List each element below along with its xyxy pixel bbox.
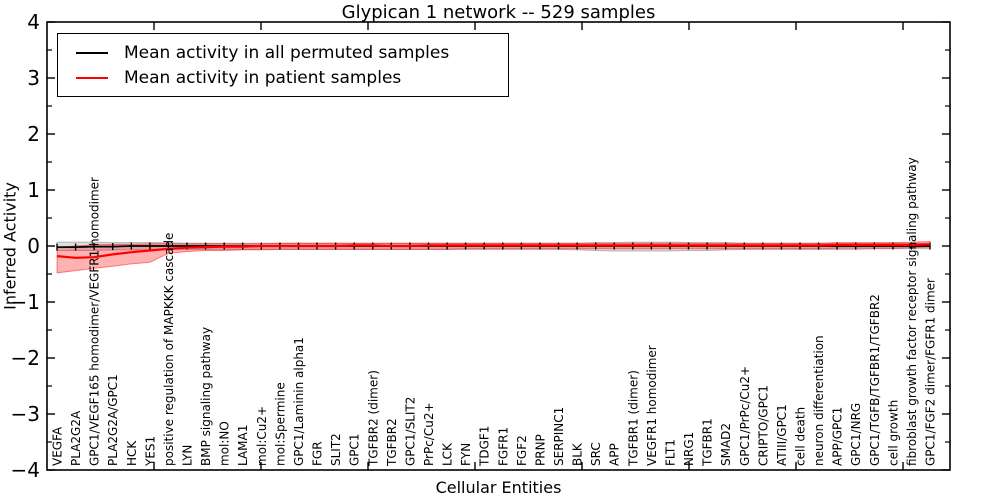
x-tick-label: positive regulation of MAPKKK cascade <box>162 233 176 466</box>
x-tick-label: GPC1/VEGF165 homodimer/VEGFR1 homodimer <box>88 177 102 466</box>
x-tick-label: FLT1 <box>664 439 678 466</box>
x-tick-label: VEGFR1 homodimer <box>645 345 659 466</box>
x-tick-label: FGFR1 <box>496 427 510 466</box>
y-tick-label: −4 <box>11 458 40 482</box>
x-tick-label: PrPc/Cu2+ <box>422 402 436 466</box>
x-tick-label: TGFBR2 <box>385 418 399 467</box>
x-tick-label: SERPINC1 <box>552 407 566 466</box>
x-tick-label: LCK <box>441 442 455 466</box>
x-tick-label: GPC1/SLIT2 <box>403 397 417 466</box>
x-tick-label: LYN <box>181 445 195 466</box>
x-tick-label: mol:NO <box>218 421 232 466</box>
x-tick-label: neuron differentiation <box>812 335 826 466</box>
x-tick-label: PRNP <box>533 434 547 466</box>
x-tick-label: cell growth <box>886 400 900 466</box>
x-tick-label: BLK <box>571 442 585 466</box>
y-tick-label: 4 <box>27 10 40 34</box>
y-tick-label: −1 <box>11 290 40 314</box>
permuted-line-swatch <box>76 51 108 54</box>
x-tick-label: HCK <box>125 440 139 466</box>
legend-item-permuted: Mean activity in all permuted samples <box>76 40 508 65</box>
x-tick-label: PLA2G2A <box>69 410 83 466</box>
x-tick-label: GPC1/NRG <box>849 403 863 466</box>
x-tick-label: GPC1/PrPc/Cu2+ <box>738 366 752 466</box>
x-tick-label: GPC1/FGF2 dimer/FGFR1 dimer <box>924 278 938 466</box>
x-tick-label: APP/GPC1 <box>831 407 845 466</box>
legend-label-permuted: Mean activity in all permuted samples <box>124 42 450 63</box>
x-tick-label: LAMA1 <box>236 425 250 466</box>
x-tick-label: mol:Cu2+ <box>255 406 269 466</box>
legend: Mean activity in all permuted samples Me… <box>57 33 509 97</box>
x-tick-label: fibroblast growth factor receptor signal… <box>905 157 919 466</box>
x-tick-label: PLA2G2A/GPC1 <box>106 374 120 466</box>
y-tick-label: 0 <box>27 234 40 258</box>
legend-item-patient: Mean activity in patient samples <box>76 65 508 90</box>
x-tick-label: FGF2 <box>515 435 529 466</box>
chart-title: Glypican 1 network -- 529 samples <box>341 2 656 23</box>
x-tick-label: TGFBR2 (dimer) <box>366 370 380 467</box>
y-tick-label: 3 <box>27 66 40 90</box>
y-axis-label: Inferred Activity <box>0 182 20 310</box>
y-tick-label: 1 <box>27 178 40 202</box>
y-tick-label: −3 <box>11 402 40 426</box>
x-tick-label: GPC1 <box>348 433 362 466</box>
x-tick-label: GPC1/Laminin alpha1 <box>292 337 306 466</box>
y-tick-label: 2 <box>27 122 40 146</box>
x-tick-label: TGFBR1 <box>701 418 715 467</box>
x-tick-label: GPC1/TGFB/TGFBR1/TGFBR2 <box>868 294 882 466</box>
x-tick-label: SLIT2 <box>329 433 343 466</box>
x-tick-label: ATIII/GPC1 <box>775 404 789 466</box>
x-tick-label: FYN <box>459 443 473 466</box>
patient-mean-line <box>56 243 931 259</box>
x-tick-label: TGFBR1 (dimer) <box>626 370 640 467</box>
x-tick-label: NRG1 <box>682 432 696 466</box>
x-tick-label: mol:Spermine <box>273 382 287 466</box>
x-tick-label: CRIPTO/GPC1 <box>756 385 770 466</box>
x-tick-label: cell death <box>794 407 808 466</box>
x-tick-label: TDGF1 <box>478 426 492 467</box>
x-tick-label: FGR <box>311 441 325 466</box>
x-tick-label: VEGFA <box>51 426 65 466</box>
y-tick-label: −2 <box>11 346 40 370</box>
x-tick-label: SMAD2 <box>719 423 733 466</box>
patient-line-swatch <box>76 76 108 79</box>
x-tick-label: APP <box>608 443 622 466</box>
x-tick-label: YES1 <box>143 436 157 467</box>
legend-label-patient: Mean activity in patient samples <box>124 67 402 88</box>
x-tick-label: BMP signaling pathway <box>199 327 213 466</box>
x-axis-label: Cellular Entities <box>435 478 562 497</box>
x-tick-label: SRC <box>589 442 603 466</box>
